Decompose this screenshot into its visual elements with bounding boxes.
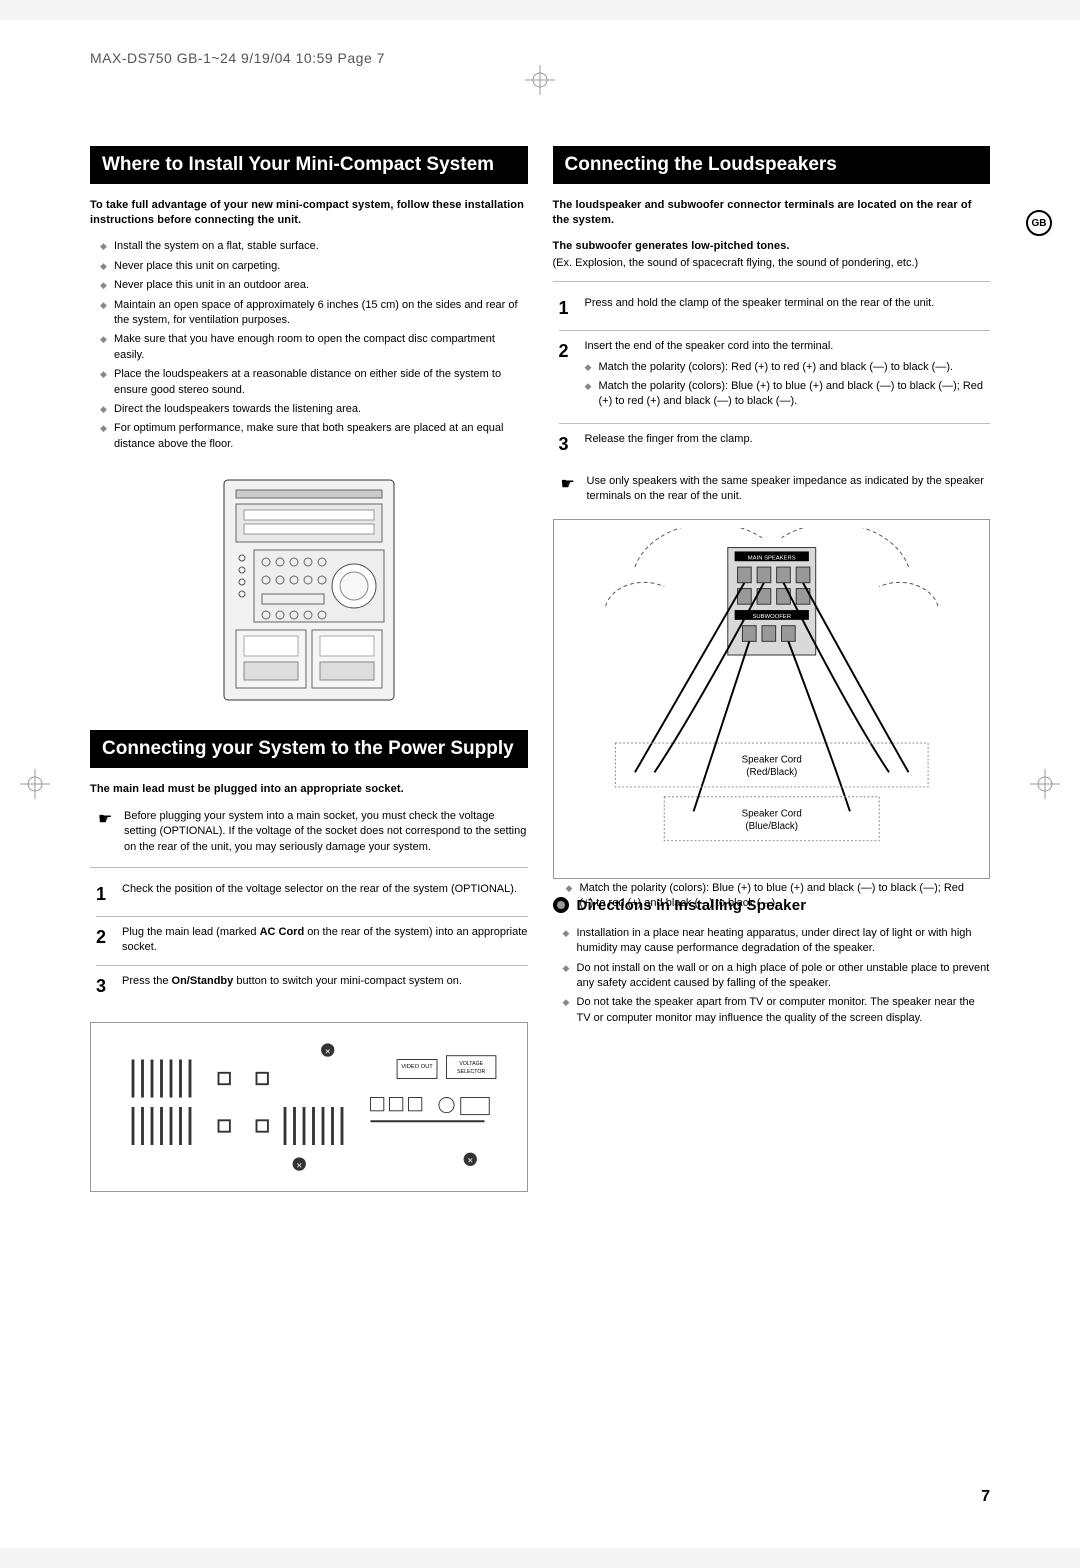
figure-stereo-front	[214, 470, 404, 710]
intro-install: To take full advantage of your new mini-…	[90, 198, 528, 228]
list-item: Installation in a place near heating app…	[563, 926, 991, 957]
svg-text:VIDEO OUT: VIDEO OUT	[401, 1064, 433, 1070]
speaker-wiring-icon: MAIN SPEAKERS SUBWOOFER	[562, 528, 982, 870]
subwoofer-note-title: The subwoofer generates low-pitched tone…	[553, 239, 991, 254]
divider	[553, 281, 991, 282]
page-number: 7	[981, 1488, 990, 1506]
divider	[90, 867, 528, 868]
subwoofer-note-text: (Ex. Explosion, the sound of spacecraft …	[553, 256, 991, 271]
power-warning: ☛ Before plugging your system into a mai…	[98, 809, 528, 855]
step-number: 3	[559, 432, 575, 457]
list-item: Place the loudspeakers at a reasonable d…	[100, 367, 528, 398]
step-number: 2	[559, 339, 575, 414]
step-text: Press and hold the clamp of the speaker …	[585, 296, 991, 321]
step-text: Insert the end of the speaker cord into …	[585, 339, 991, 414]
power-steps: 1 Check the position of the voltage sele…	[96, 874, 528, 1008]
step-row: 3 Press the On/Standby button to switch …	[96, 966, 528, 1008]
svg-text:✕: ✕	[467, 1156, 473, 1165]
diagram-footer-bullets: Match the polarity (colors): Blue (+) to…	[566, 881, 978, 912]
svg-text:✕: ✕	[296, 1161, 302, 1170]
svg-text:(Red/Black): (Red/Black)	[746, 767, 797, 778]
list-item: Direct the loudspeakers towards the list…	[100, 402, 528, 417]
pointer-icon: ☛	[98, 809, 114, 855]
step-row: 2Insert the end of the speaker cord into…	[559, 331, 991, 424]
speaker-steps: 1 Press and hold the clamp of the speaker…	[559, 288, 991, 466]
figure-speaker-wiring: MAIN SPEAKERS SUBWOOFER	[553, 519, 991, 879]
section-title-power: Connecting your System to the Power Supp…	[90, 730, 528, 768]
cropmark-top-icon	[525, 65, 555, 95]
rear-panel-icon: ✕ ✕ ✕ VIDEO OUT VOLTAGE SELECTOR	[99, 1031, 519, 1183]
svg-text:(Blue/Black): (Blue/Black)	[745, 821, 798, 832]
directions-bullets: Installation in a place near heating app…	[563, 926, 991, 1026]
step-row: 2 Plug the main lead (marked AC Cord on …	[96, 917, 528, 966]
svg-text:✕: ✕	[325, 1047, 331, 1056]
list-item: Do not install on the wall or on a high …	[563, 961, 991, 992]
left-column: Where to Install Your Mini-Compact Syste…	[90, 146, 528, 1206]
svg-text:SUBWOOFER: SUBWOOFER	[752, 614, 790, 620]
right-column: Connecting the Loudspeakers The loudspea…	[553, 146, 991, 1206]
svg-text:SELECTOR: SELECTOR	[457, 1069, 485, 1075]
step-number: 1	[559, 296, 575, 321]
list-item: Install the system on a flat, stable sur…	[100, 239, 528, 254]
cropmark-left-icon	[20, 769, 50, 799]
power-warning-text: Before plugging your system into a main …	[124, 809, 528, 855]
print-header: MAX-DS750 GB-1~24 9/19/04 10:59 Page 7	[90, 50, 990, 66]
list-item: Do not take the speaker apart from TV or…	[563, 995, 991, 1026]
list-item: Maintain an open space of approximately …	[100, 298, 528, 329]
step-text: Check the position of the voltage select…	[122, 882, 528, 907]
step-row: 3 Release the finger from the clamp.	[559, 424, 991, 466]
manual-page: MAX-DS750 GB-1~24 9/19/04 10:59 Page 7 G…	[0, 20, 1080, 1548]
section-title-install: Where to Install Your Mini-Compact Syste…	[90, 146, 528, 184]
step-text: Release the finger from the clamp.	[585, 432, 991, 457]
gb-badge: GB	[1026, 210, 1052, 236]
speaker-impedance-note: ☛ Use only speakers with the same speake…	[561, 474, 991, 505]
list-item: Match the polarity (colors): Blue (+) to…	[566, 881, 978, 912]
step-text: Press the On/Standby button to switch yo…	[122, 974, 528, 999]
list-item: For optimum performance, make sure that …	[100, 421, 528, 452]
section-title-loudspeakers: Connecting the Loudspeakers	[553, 146, 991, 184]
list-item: Match the polarity (colors): Red (+) to …	[585, 360, 991, 375]
speaker-impedance-text: Use only speakers with the same speaker …	[587, 474, 991, 505]
list-item: Match the polarity (colors): Blue (+) to…	[585, 379, 991, 410]
pointer-icon: ☛	[561, 474, 577, 505]
install-bullets: Install the system on a flat, stable sur…	[100, 239, 528, 452]
list-item: Never place this unit in an outdoor area…	[100, 278, 528, 293]
intro-power: The main lead must be plugged into an ap…	[90, 782, 528, 797]
step-row: 1 Check the position of the voltage sele…	[96, 874, 528, 917]
svg-text:MAIN SPEAKERS: MAIN SPEAKERS	[747, 555, 795, 561]
cropmark-right-icon	[1030, 769, 1060, 799]
figure-rear-panel: ✕ ✕ ✕ VIDEO OUT VOLTAGE SELECTOR	[90, 1022, 528, 1192]
svg-text:Speaker Cord: Speaker Cord	[741, 754, 801, 765]
bullet-circle-icon	[553, 897, 569, 913]
content-columns: Where to Install Your Mini-Compact Syste…	[90, 146, 990, 1206]
step-row: 1 Press and hold the clamp of the speaker…	[559, 288, 991, 331]
list-item: Make sure that you have enough room to o…	[100, 332, 528, 363]
stereo-front-icon	[214, 470, 404, 710]
svg-text:Speaker Cord: Speaker Cord	[741, 808, 801, 819]
intro-loudspeakers: The loudspeaker and subwoofer connector …	[553, 198, 991, 228]
list-item: Never place this unit on carpeting.	[100, 259, 528, 274]
step-number: 2	[96, 925, 112, 956]
step-text: Plug the main lead (marked AC Cord on th…	[122, 925, 528, 956]
step-number: 3	[96, 974, 112, 999]
svg-text:VOLTAGE: VOLTAGE	[459, 1061, 483, 1067]
step-number: 1	[96, 882, 112, 907]
